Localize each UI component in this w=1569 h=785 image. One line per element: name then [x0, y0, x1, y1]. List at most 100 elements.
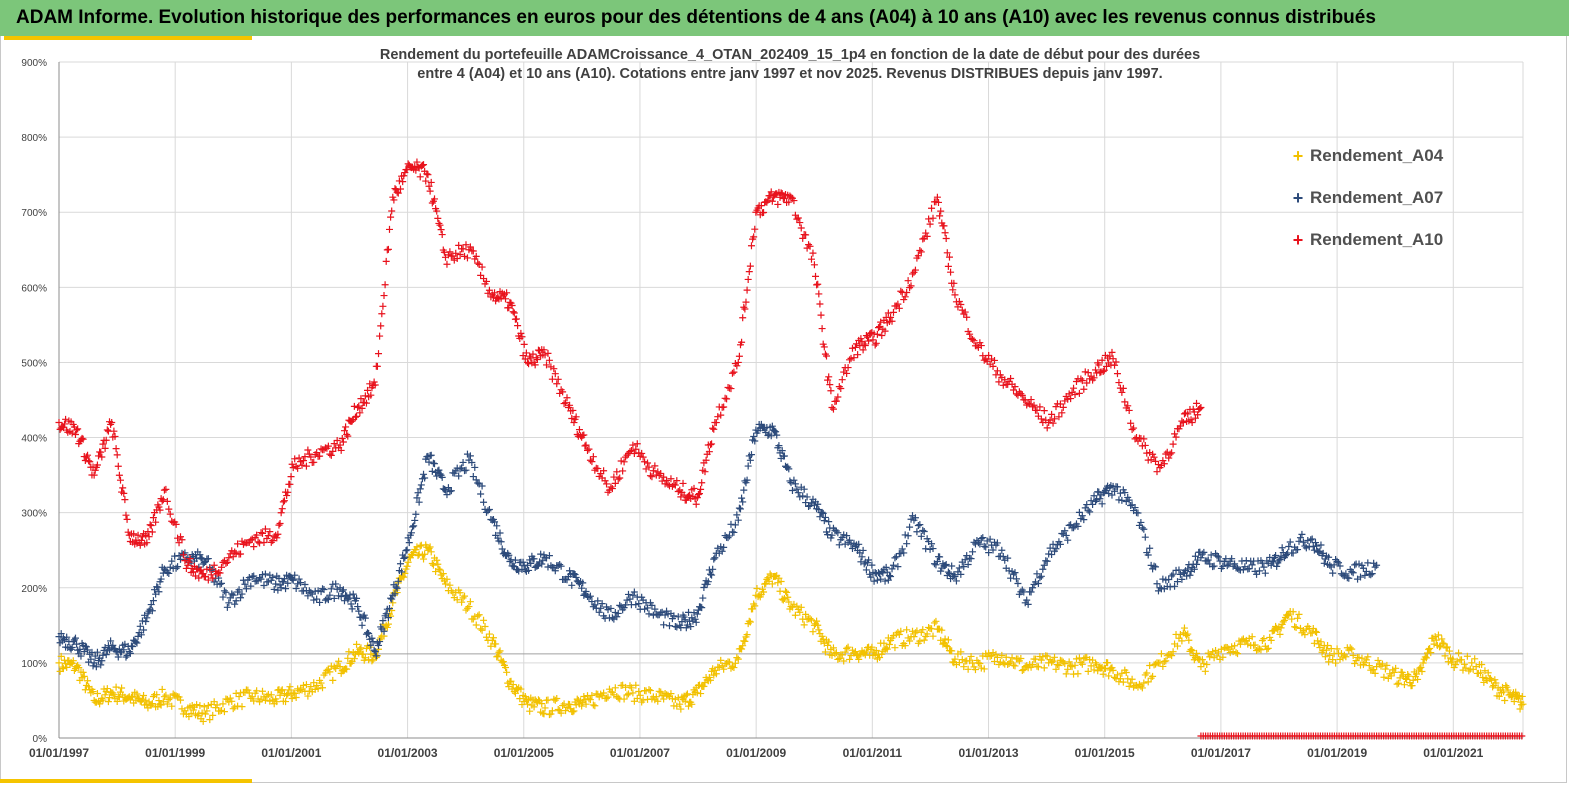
data-point-a04: [1431, 633, 1439, 641]
data-point-a10: [1043, 424, 1051, 432]
data-point-a07: [237, 594, 245, 602]
data-point-a04: [586, 696, 594, 704]
data-point-a04: [1146, 661, 1154, 669]
data-point-a10: [544, 349, 552, 357]
data-point-a04: [443, 575, 451, 583]
data-point-a10: [817, 311, 825, 319]
data-point-a04: [739, 642, 747, 650]
data-point-a07: [1320, 559, 1328, 567]
data-point-a04: [1011, 662, 1019, 670]
data-point-a10: [216, 569, 224, 577]
data-point-a04: [660, 695, 668, 703]
data-point-a04: [1421, 653, 1429, 661]
data-point-a10: [373, 362, 381, 370]
data-point-a10: [339, 438, 347, 446]
data-point-a04: [530, 703, 538, 711]
data-point-a07: [1169, 570, 1177, 578]
data-point-a10: [163, 497, 171, 505]
data-point-a10: [1127, 419, 1135, 427]
data-point-a10: [1084, 369, 1092, 377]
data-point-a10: [540, 346, 548, 354]
data-point-a10: [452, 249, 460, 257]
data-point-a04: [957, 648, 965, 656]
data-point-a07: [739, 498, 747, 506]
data-point-a10: [148, 528, 156, 536]
data-point-a07: [1198, 550, 1206, 558]
data-point-a07: [1351, 561, 1359, 569]
data-point-a04: [1393, 680, 1401, 688]
data-point-a04: [569, 708, 577, 716]
data-point-a07: [691, 615, 699, 623]
data-point-a04: [990, 657, 998, 665]
data-point-a10: [901, 293, 909, 301]
data-point-a04: [148, 700, 156, 708]
data-point-a04: [175, 693, 183, 701]
data-point-a07: [1278, 544, 1286, 552]
data-point-a10: [484, 289, 492, 297]
data-point-a07: [77, 652, 85, 660]
data-point-a10: [645, 463, 653, 471]
data-point-a07: [369, 638, 377, 646]
data-point-a04: [485, 630, 493, 638]
data-point-a10: [1024, 399, 1032, 407]
data-point-a04: [129, 692, 137, 700]
data-point-a10: [418, 161, 426, 169]
data-point-a10: [823, 352, 831, 360]
data-point-a10: [548, 375, 556, 383]
data-point-a10: [1518, 732, 1526, 740]
data-point-a07: [980, 542, 988, 550]
data-point-a04: [1409, 676, 1417, 684]
data-point-a10: [1171, 430, 1179, 438]
data-point-a04: [1113, 671, 1121, 679]
data-point-a10: [572, 413, 580, 421]
data-point-a04: [509, 681, 517, 689]
data-point-a10: [909, 270, 917, 278]
data-point-a07: [768, 422, 776, 430]
data-point-a10: [1166, 450, 1174, 458]
data-point-a07: [1010, 570, 1018, 578]
data-point-a04: [428, 560, 436, 568]
data-point-a10: [210, 561, 218, 569]
data-point-a04: [897, 627, 905, 635]
data-point-a10: [1168, 449, 1176, 457]
data-point-a07: [1336, 562, 1344, 570]
data-point-a04: [138, 695, 146, 703]
data-point-a07: [247, 582, 255, 590]
data-point-a04: [439, 570, 447, 578]
data-point-a10: [651, 462, 659, 470]
data-point-a07: [913, 528, 921, 536]
data-point-a07: [873, 576, 881, 584]
data-point-a07: [197, 554, 205, 562]
data-point-a04: [1471, 655, 1479, 663]
data-point-a04: [824, 641, 832, 649]
data-point-a07: [1285, 542, 1293, 550]
data-point-a10: [922, 229, 930, 237]
data-point-a07: [177, 555, 185, 563]
data-point-a10: [943, 249, 951, 257]
data-point-a04: [420, 555, 428, 563]
x-tick-label: 01/01/2015: [1075, 746, 1135, 760]
data-point-a04: [456, 589, 464, 597]
data-point-a07: [354, 603, 362, 611]
data-point-a04: [544, 696, 552, 704]
data-point-a04: [992, 650, 1000, 658]
data-point-a07: [595, 608, 603, 616]
data-point-a04: [813, 617, 821, 625]
data-point-a10: [764, 196, 772, 204]
data-point-a04: [1412, 670, 1420, 678]
data-point-a10: [727, 385, 735, 393]
data-point-a07: [936, 553, 944, 561]
accent-bar-bottom: [0, 779, 252, 783]
data-point-a10: [1096, 369, 1104, 377]
data-point-a04: [282, 698, 290, 706]
data-point-a10: [802, 231, 810, 239]
data-point-a10: [298, 461, 306, 469]
data-point-a10: [878, 331, 886, 339]
data-point-a04: [1322, 646, 1330, 654]
data-point-a07: [708, 571, 716, 579]
data-point-a07: [998, 546, 1006, 554]
data-point-a04: [1257, 646, 1265, 654]
data-point-a04: [193, 701, 201, 709]
data-point-a04: [706, 676, 714, 684]
data-point-a10: [563, 394, 571, 402]
